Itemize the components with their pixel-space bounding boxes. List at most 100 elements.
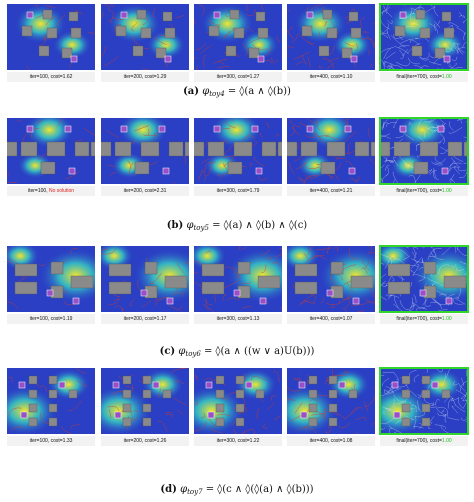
- obstacle: [401, 403, 411, 413]
- iteration-plot-panel: [287, 368, 375, 434]
- tree-edge: [435, 20, 440, 28]
- region-a: [26, 11, 34, 19]
- tree-edge: [398, 156, 413, 167]
- tree-edge: [457, 167, 468, 172]
- tree-edge: [456, 43, 464, 55]
- tree-edge: [380, 59, 385, 70]
- tree-edge: [177, 263, 186, 275]
- tree-edge: [8, 407, 22, 416]
- tree-edge: [204, 162, 213, 174]
- tree-edge: [391, 65, 405, 70]
- tree-edge: [168, 305, 182, 310]
- final-plot-panel: [379, 3, 469, 71]
- formula-expression: = ◊(a ∧ ((w ∨ a)U(b))): [204, 346, 315, 357]
- tree-edge: [456, 267, 465, 272]
- iteration-cost-label: iter=300, cost=1.27: [194, 72, 282, 82]
- obstacle: [443, 275, 467, 289]
- tree-edge: [433, 169, 436, 180]
- tree-edge: [287, 30, 294, 40]
- tree-edge: [449, 63, 457, 70]
- tree-edge: [355, 417, 367, 421]
- tree-edge: [433, 248, 442, 253]
- tree-edge: [273, 371, 280, 383]
- tree-edge: [328, 426, 332, 429]
- region-a: [391, 381, 399, 389]
- tree-edge: [413, 426, 424, 429]
- obstacle: [463, 141, 468, 157]
- tree-edge: [458, 396, 464, 409]
- region-a: [46, 289, 54, 297]
- tree-edge: [418, 65, 429, 70]
- tree-edge: [147, 132, 158, 136]
- tree-edge: [263, 423, 268, 429]
- iteration-text: iter=300,: [216, 438, 238, 444]
- obstacle: [320, 161, 336, 175]
- region-a: [213, 11, 221, 19]
- tree-edge: [362, 260, 370, 271]
- tree-edge: [430, 247, 437, 257]
- tree-edge: [304, 162, 320, 170]
- iteration-plot-panel: [287, 4, 375, 70]
- region-b: [445, 297, 453, 305]
- tree-edge: [211, 426, 222, 433]
- tree-edge: [383, 62, 394, 65]
- iteration-plot-panel: [7, 246, 95, 312]
- region-c: [348, 167, 356, 175]
- tree-edge: [34, 4, 38, 7]
- tree-edge: [373, 379, 375, 389]
- tree-edge: [430, 416, 435, 423]
- tree-edge: [26, 65, 31, 70]
- tree-edge: [175, 380, 185, 385]
- tree-edge: [194, 401, 199, 405]
- tree-edge: [415, 405, 417, 413]
- tree-edge: [381, 280, 386, 285]
- tree-edge: [391, 138, 404, 149]
- tree-edge: [307, 118, 316, 124]
- tree-edge: [157, 388, 161, 399]
- tree-edge: [304, 174, 320, 184]
- tree-edge: [138, 376, 144, 383]
- tree-edge: [383, 156, 396, 163]
- tree-edge: [440, 410, 445, 413]
- tree-edge: [455, 389, 468, 399]
- obstacle: [301, 25, 313, 37]
- region-c: [393, 411, 401, 419]
- tree-edge: [382, 378, 390, 387]
- tree-edge: [279, 307, 282, 309]
- tree-edge: [37, 120, 43, 124]
- region-b: [437, 125, 445, 133]
- tree-edge: [369, 63, 372, 68]
- tree-edge: [409, 304, 416, 309]
- region-b: [245, 381, 253, 389]
- subfigure-tag: (c): [159, 346, 176, 357]
- subfigure-caption: (b) φtoy5 = ◊(a) ∧ ◊(b) ∧ ◊(c): [0, 220, 474, 232]
- tree-edge: [449, 121, 454, 131]
- iteration-text: iter=100,: [29, 74, 51, 80]
- tree-edge: [451, 56, 458, 62]
- tree-edge: [108, 19, 113, 23]
- iteration-plot-panel: [287, 246, 375, 312]
- tree-edge: [448, 22, 459, 28]
- tree-edge: [205, 250, 211, 254]
- tree-edge: [261, 264, 267, 273]
- cost-text: cost=1.27: [237, 74, 260, 80]
- tree-edge: [114, 24, 121, 35]
- tree-edge: [363, 31, 369, 34]
- tree-edge: [7, 182, 18, 183]
- tree-edge: [412, 264, 420, 276]
- tree-edge: [394, 431, 397, 434]
- tree-edge: [393, 33, 406, 39]
- tree-edge: [103, 4, 109, 6]
- iteration-text: final(iter=700), cost=: [396, 74, 442, 80]
- tree-edge: [317, 409, 327, 420]
- tree-edge: [453, 166, 460, 175]
- tree-edge: [344, 308, 347, 312]
- region-b: [352, 297, 360, 305]
- tree-edge: [393, 394, 402, 403]
- final-plot-panel: [379, 245, 469, 313]
- iteration-plot-panel: [7, 368, 95, 434]
- tree-edge: [108, 10, 114, 22]
- tree-edge: [217, 413, 231, 417]
- plot-canvas: [287, 246, 375, 312]
- tree-edge: [416, 307, 427, 311]
